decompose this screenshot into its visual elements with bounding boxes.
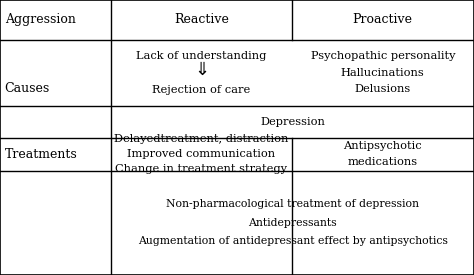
Text: Change in treatment strategy: Change in treatment strategy (116, 164, 287, 174)
Text: ⇓: ⇓ (194, 61, 209, 79)
Text: Depression: Depression (260, 117, 325, 127)
Text: Improved communication: Improved communication (128, 149, 275, 159)
Text: Antidepressants: Antidepressants (248, 218, 337, 228)
Text: Delayedtreatment, distraction: Delayedtreatment, distraction (114, 134, 289, 144)
Text: Treatments: Treatments (5, 147, 77, 161)
Text: Augmentation of antidepressant effect by antipsychotics: Augmentation of antidepressant effect by… (138, 236, 447, 246)
Text: Antipsychotic: Antipsychotic (344, 141, 422, 151)
Text: medications: medications (348, 157, 418, 167)
Text: Causes: Causes (5, 82, 50, 95)
Text: Non-pharmacological treatment of depression: Non-pharmacological treatment of depress… (166, 199, 419, 209)
Text: Hallucinations: Hallucinations (341, 68, 425, 78)
Text: Delusions: Delusions (355, 84, 411, 94)
Text: Rejection of care: Rejection of care (152, 85, 251, 95)
Text: Reactive: Reactive (174, 13, 229, 26)
Text: Proactive: Proactive (353, 13, 413, 26)
Text: Aggression: Aggression (5, 13, 76, 26)
Text: Lack of understanding: Lack of understanding (136, 51, 267, 61)
Text: Psychopathic personality: Psychopathic personality (310, 51, 455, 61)
